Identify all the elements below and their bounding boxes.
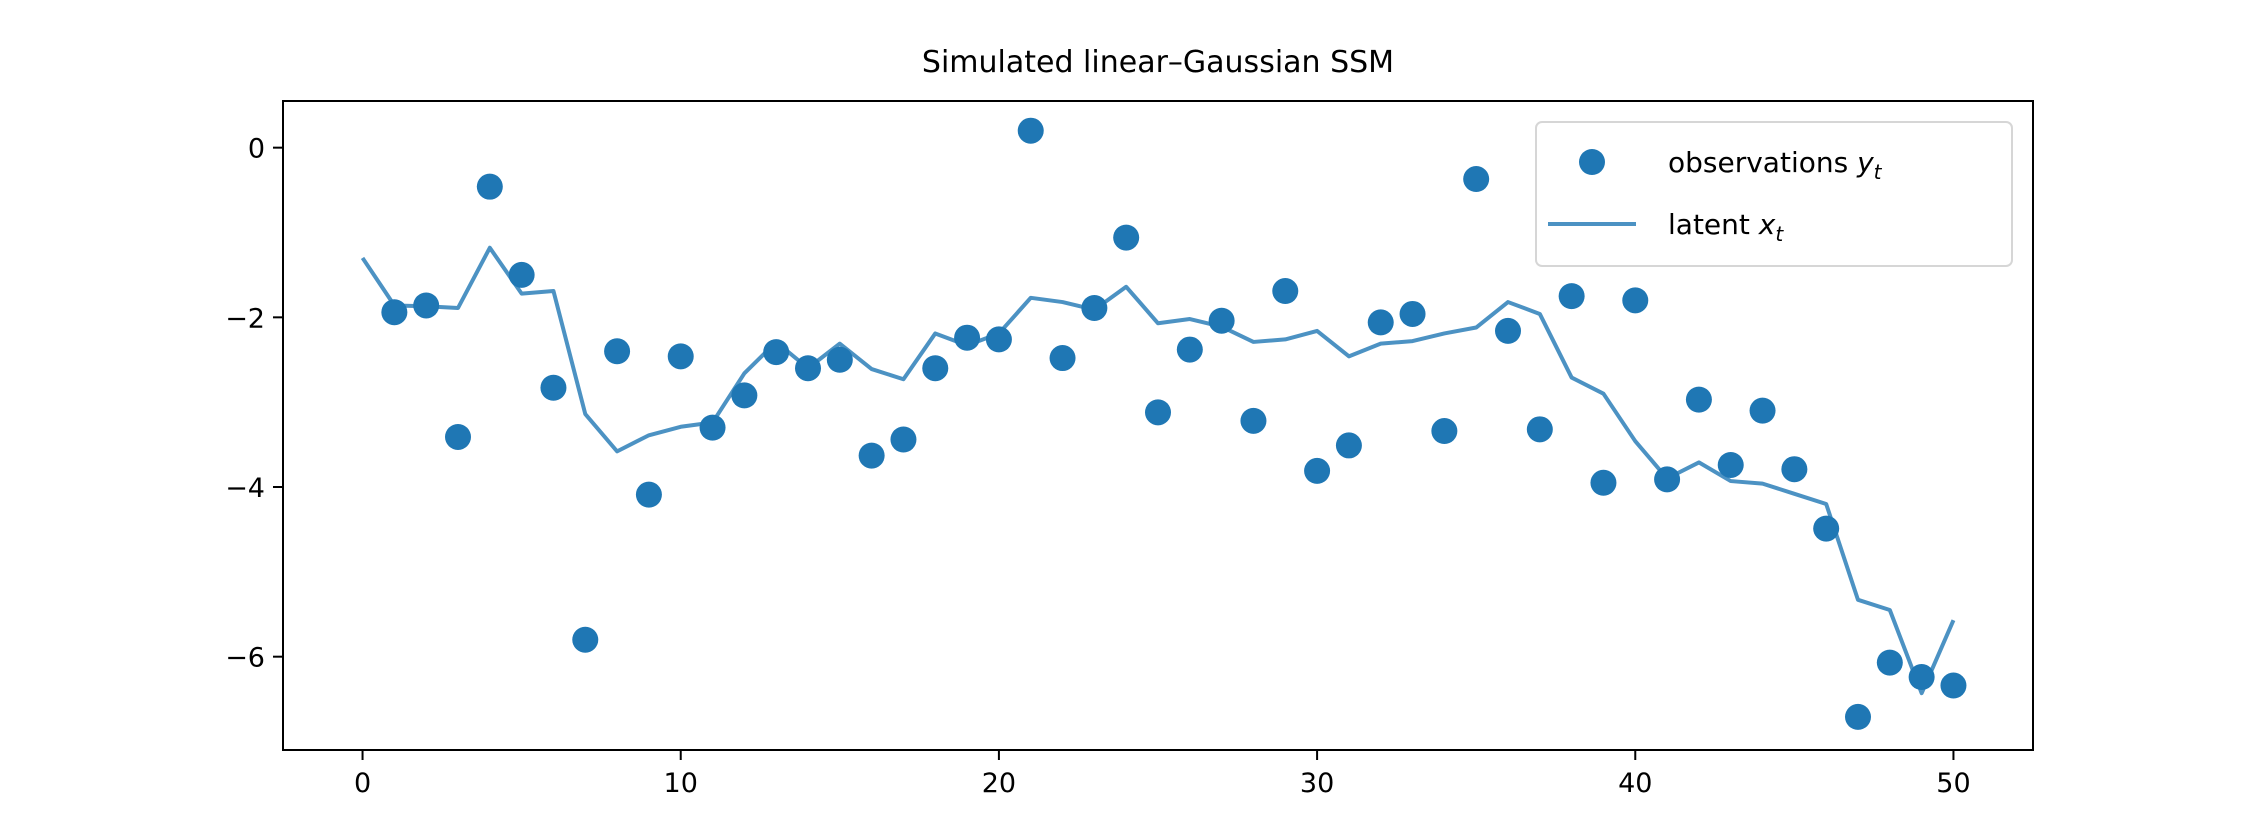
observation-point [445, 423, 471, 450]
observation-point [1717, 451, 1744, 478]
observation-point [572, 626, 599, 653]
y-tick-label: −2 [225, 303, 265, 334]
x-tick-label: 50 [1936, 768, 1970, 799]
observation-point [1463, 166, 1490, 193]
y-tick-label: −4 [225, 473, 265, 504]
observation-point [731, 382, 758, 409]
observation-point [699, 414, 726, 441]
observation-point [1558, 283, 1585, 310]
observation-point [508, 261, 535, 288]
legend-label-observations: observations yt [1668, 146, 1883, 184]
observation-point [1813, 515, 1840, 542]
latent-line [360, 245, 1956, 696]
observation-point [1685, 386, 1712, 413]
observation-point [795, 355, 821, 382]
observation-point [1240, 407, 1267, 434]
observation-point [1622, 287, 1649, 314]
x-tick-label: 40 [1618, 768, 1652, 799]
y-tick-label: 0 [248, 134, 265, 165]
observation-point [1017, 117, 1044, 144]
observation-point [540, 374, 567, 401]
observation-point [1876, 649, 1903, 676]
y-tick-label: −6 [225, 643, 265, 674]
x-tick-label: 30 [1300, 768, 1334, 799]
observation-point [1781, 456, 1808, 483]
observation-point [954, 324, 981, 351]
observation-point [635, 481, 662, 508]
observation-point [985, 326, 1012, 353]
observation-point [1431, 418, 1458, 445]
ticks: 0 10 20 30 40 50 0 −2 −4 −6 [225, 134, 1970, 799]
observation-point [1749, 397, 1776, 424]
x-tick-label: 10 [664, 768, 698, 799]
observation-point [1176, 336, 1203, 363]
observation-point [1049, 345, 1076, 372]
observation-point [1367, 309, 1394, 336]
observation-point [826, 346, 853, 373]
legend-label-latent: latent xt [1668, 208, 1784, 246]
legend-box [1535, 121, 2013, 267]
observation-point [1526, 416, 1553, 443]
observation-point [1272, 278, 1299, 305]
observation-point [1145, 399, 1171, 426]
x-tick-label: 0 [354, 768, 371, 799]
plot-area [360, 117, 1967, 730]
observation-point [413, 292, 440, 319]
observation-point [1113, 224, 1140, 251]
observation-point [1081, 295, 1108, 322]
observation-point [1399, 300, 1426, 327]
observation-point [922, 355, 949, 382]
legend-marker-observations [1579, 149, 1605, 175]
observation-point [381, 299, 408, 326]
observation-point [1208, 307, 1235, 334]
observation-point [890, 426, 917, 453]
axes-frame [282, 100, 2034, 751]
observation-point [604, 338, 631, 365]
observation-point [1845, 703, 1871, 730]
observation-point [858, 442, 885, 469]
observation-point [1495, 317, 1521, 344]
observation-point [667, 343, 694, 370]
observation-point [1654, 466, 1681, 493]
observation-point [1590, 469, 1617, 496]
x-tick-label: 20 [982, 768, 1016, 799]
observation-point [1335, 432, 1362, 459]
chart-title: Simulated linear–Gaussian SSM [922, 45, 1394, 80]
observation-point [1908, 664, 1935, 691]
observation-point [763, 339, 790, 366]
legend: observations yt latent xt [1535, 121, 2013, 267]
observation-point [476, 173, 503, 200]
x-axis-label: t [1153, 838, 1164, 840]
observation-point [1940, 672, 1967, 699]
observation-point [1304, 457, 1331, 484]
